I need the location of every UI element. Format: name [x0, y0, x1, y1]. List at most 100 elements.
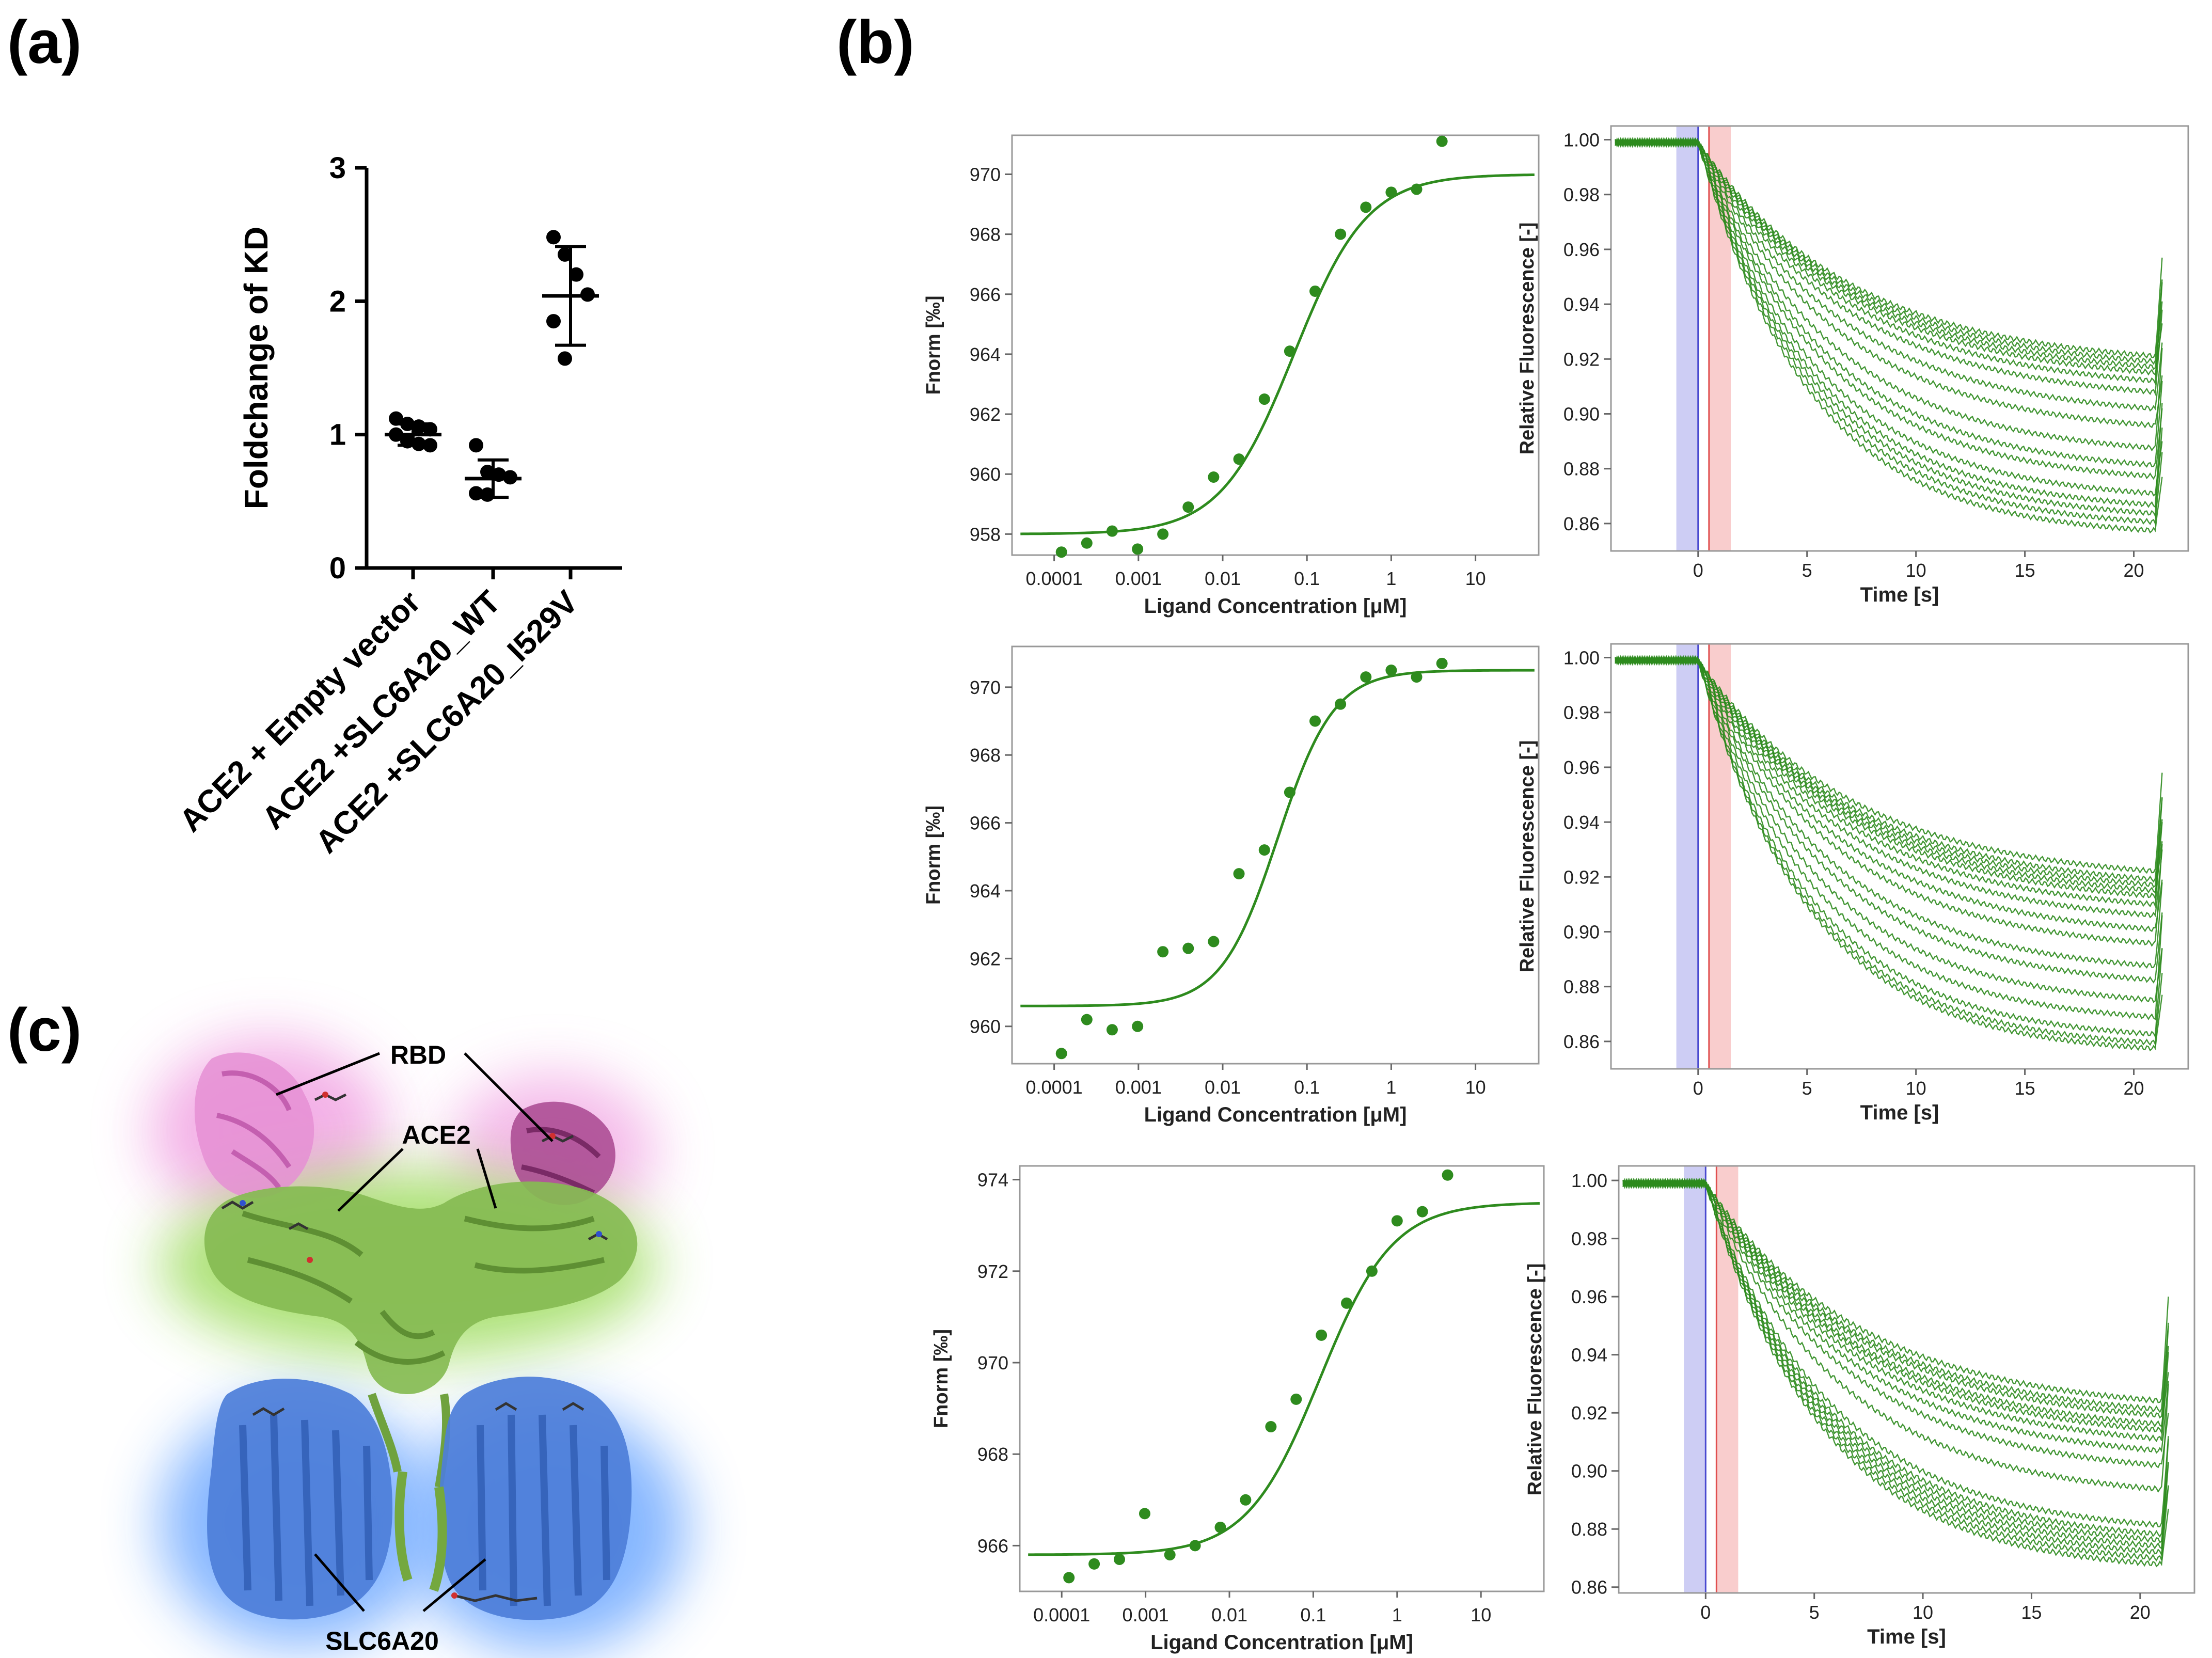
data-point — [1265, 1421, 1277, 1433]
data-point — [1055, 546, 1067, 558]
x-tick-label: 1 — [1392, 1604, 1402, 1625]
x-tick-label: 10 — [1906, 560, 1926, 581]
data-point — [1258, 844, 1270, 856]
trace-line — [1622, 1177, 2169, 1413]
y-tick-label: 970 — [970, 677, 1001, 698]
y-tick-label: 0.94 — [1563, 812, 1600, 833]
y-tick-label: 970 — [977, 1352, 1008, 1373]
data-point — [1081, 1014, 1093, 1025]
plot-frame — [1011, 134, 1540, 556]
trace-line — [1615, 655, 2163, 1021]
x-tick-label: 0.1 — [1294, 568, 1320, 589]
y-tick-label: 960 — [970, 1016, 1001, 1037]
cold-region-band — [1676, 126, 1698, 551]
y-tick-label: 3 — [329, 151, 346, 185]
x-tick-label: 10 — [1465, 568, 1486, 589]
label-rbd: RBD — [390, 1040, 446, 1069]
trace-line — [1622, 1177, 2169, 1528]
data-point — [1411, 183, 1423, 195]
y-tick-label: 0 — [329, 551, 346, 585]
y-tick-label: 0.90 — [1563, 404, 1600, 425]
y-tick-label: 970 — [970, 164, 1001, 185]
y-tick-label: 1.00 — [1571, 1170, 1607, 1191]
y-axis-title: Fnorm [‰] — [930, 1329, 952, 1428]
cold-region-band — [1676, 644, 1698, 1069]
trace-line — [1622, 1177, 2169, 1428]
x-axis-title: Time [s] — [1860, 1101, 1939, 1124]
trace-line — [1622, 1177, 2169, 1538]
y-tick-label: 966 — [970, 813, 1001, 834]
panel-label-c: (c) — [7, 996, 82, 1064]
y-axis-title: Fnorm [‰] — [923, 295, 944, 394]
plot-frame — [1618, 1165, 2195, 1594]
trace-line — [1615, 655, 2163, 874]
y-axis-title: Relative Fluorescence [-] — [1516, 223, 1538, 455]
y-tick-label: 0.88 — [1571, 1519, 1607, 1540]
data-point — [1106, 1024, 1118, 1036]
data-point — [1081, 537, 1093, 549]
y-tick-label: 0.86 — [1563, 1031, 1600, 1052]
x-tick-label: 20 — [2130, 1602, 2151, 1623]
fluorescence-trace-chart-3: 0.86 0.88 0.90 0.92 0.94 0.96 0.98 1.00 0 5 10 15 20… — [1524, 1165, 2195, 1648]
label-ace2: ACE2 — [402, 1120, 470, 1149]
y-tick-label: 958 — [970, 524, 1001, 545]
data-point — [1208, 936, 1220, 948]
fit-curve — [1020, 173, 1535, 535]
y-tick-label: 0.86 — [1563, 513, 1600, 534]
plot-frame — [1610, 125, 2189, 552]
trace-line — [1615, 137, 2163, 509]
data-point — [1214, 1521, 1226, 1533]
x-tick-label: 0.0001 — [1033, 1604, 1090, 1625]
x-tick-label: 1 — [1386, 1077, 1396, 1098]
data-point — [1157, 528, 1169, 540]
ace2-body — [204, 1181, 638, 1394]
y-tick-label: 964 — [970, 880, 1001, 902]
fluorescence-trace-chart-1: 0.86 0.88 0.90 0.92 0.94 0.96 0.98 1.00 0 5 10 15 20… — [1516, 125, 2189, 606]
y-axis-title: Relative Fluorescence [-] — [1524, 1264, 1546, 1496]
slc6a20-left — [207, 1379, 392, 1620]
data-point — [1366, 1265, 1378, 1277]
data-point — [558, 247, 572, 262]
x-tick-label: 5 — [1802, 560, 1812, 581]
data-point — [1436, 135, 1448, 147]
x-tick-label: 0.001 — [1123, 1604, 1169, 1625]
dose-response-chart-3: 966 968 970 972 974 0.0001 0.001 0.01 0.1 1 10 Liga… — [930, 1165, 1545, 1654]
y-tick-label: 0.96 — [1563, 757, 1600, 778]
y-tick-label: 974 — [977, 1170, 1008, 1191]
protein-structure-illustration: RBD ACE2 SLC6A20 — [150, 1038, 687, 1655]
x-tick-label: 0.01 — [1205, 1077, 1241, 1098]
y-tick-label: 972 — [977, 1261, 1008, 1282]
x-tick-label: 0.001 — [1115, 568, 1162, 589]
y-tick-label: 0.88 — [1563, 976, 1600, 998]
data-point — [1106, 525, 1118, 537]
x-tick-label: 10 — [1465, 1077, 1486, 1098]
trace-line — [1623, 1177, 2169, 1419]
trace-line — [1615, 655, 2163, 969]
fit-curve — [1028, 1202, 1540, 1556]
data-point — [1309, 285, 1321, 297]
data-point — [1208, 471, 1220, 483]
x-tick-label: 10 — [1471, 1604, 1491, 1625]
data-point — [1132, 1020, 1144, 1032]
y-tick-label: 962 — [970, 948, 1001, 969]
x-tick-label: 15 — [2015, 1078, 2035, 1099]
data-point — [1233, 868, 1245, 880]
y-tick-label: 1.00 — [1563, 130, 1600, 151]
data-point — [480, 465, 495, 479]
y-tick-label: 0.94 — [1563, 294, 1600, 315]
y-axis-title: Foldchange of KD — [238, 227, 275, 510]
y-axis-title: Relative Fluorescence [-] — [1516, 740, 1538, 973]
y-tick-label: 0.98 — [1563, 702, 1600, 723]
data-point — [1139, 1508, 1150, 1520]
y-tick-label: 0.90 — [1563, 922, 1600, 943]
panel-label-b: (b) — [836, 8, 914, 76]
data-point — [1088, 1558, 1100, 1570]
x-tick-label: 0.01 — [1211, 1604, 1247, 1625]
y-tick-label: 0.96 — [1571, 1286, 1607, 1307]
x-tick-label: 20 — [2124, 560, 2144, 581]
x-axis-title: Ligand Concentration [μM] — [1144, 1103, 1407, 1126]
y-tick-label: 1 — [329, 418, 346, 452]
data-point — [1258, 393, 1270, 405]
y-tick-label: 0.94 — [1571, 1345, 1607, 1366]
